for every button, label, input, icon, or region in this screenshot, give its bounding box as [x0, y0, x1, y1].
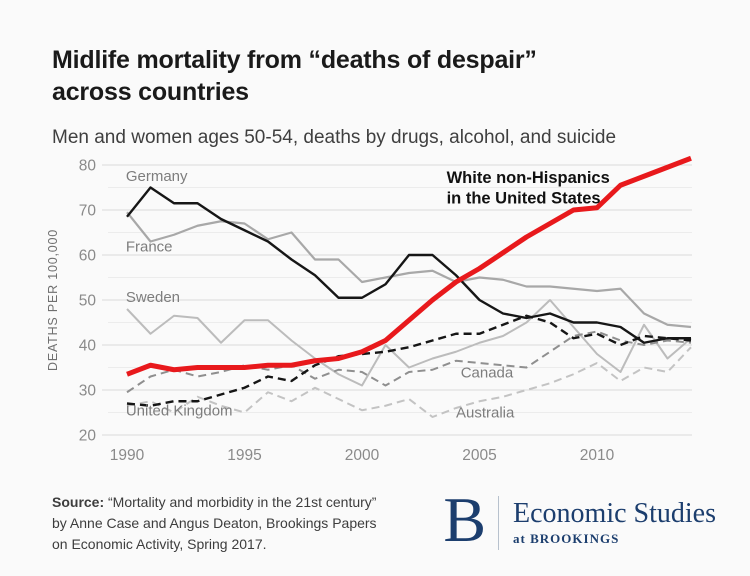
x-tick-2000: 2000	[345, 447, 380, 464]
series-line-germany	[126, 186, 691, 344]
line-chart: 20 30 40 50 60 70 80 1990 1995 2000 2005 2010 DEATHS…	[46, 155, 692, 464]
y-axis-title: DEATHS PER 100,000	[46, 229, 60, 371]
series-label-germany: Germany	[126, 168, 188, 185]
source-line: by Anne Case and Angus Deaton, Brookings…	[52, 515, 377, 531]
chart-title-line2: across countries	[52, 78, 249, 106]
x-tick-2005: 2005	[462, 447, 496, 464]
source-line: “Mortality and morbidity in the 21st cen…	[108, 494, 377, 510]
series-label-australia: Australia	[456, 404, 515, 421]
y-tick-50: 50	[79, 293, 97, 310]
logo-text: Economic Studies at BROOKINGS	[513, 499, 716, 547]
y-tick-40: 40	[79, 338, 97, 355]
series-label-usa-annotation-2: in the United States	[447, 189, 601, 207]
series-label-usa-annotation-1: White non-Hispanics	[447, 169, 610, 187]
logo-at: at	[513, 531, 526, 546]
series-line-sweden	[126, 299, 692, 387]
series-label-france: France	[126, 238, 173, 255]
chart-title: Midlife mortality from “deaths of despai…	[52, 44, 537, 108]
y-tick-30: 30	[79, 383, 97, 400]
x-tick-1995: 1995	[227, 447, 261, 464]
brookings-logo: B Economic Studies at BROOKINGS	[443, 484, 716, 555]
footer: Source: “Mortality and morbidity in the …	[0, 484, 750, 555]
series-line-united-kingdom	[126, 314, 692, 407]
y-tick-20: 20	[79, 428, 97, 445]
brookings-b-monogram: B	[443, 484, 487, 555]
source-note: Source: “Mortality and morbidity in the …	[52, 492, 442, 555]
y-tick-70: 70	[79, 203, 97, 220]
source-label: Source:	[52, 494, 105, 510]
source-line: on Economic Activity, Spring 2017.	[52, 536, 267, 552]
source-text: “Mortality and morbidity in the 21st cen…	[52, 494, 442, 555]
series-line-france	[126, 211, 692, 329]
series-label-sweden: Sweden	[126, 289, 180, 306]
chart-title-line1: Midlife mortality from “deaths of despai…	[52, 46, 537, 74]
x-tick-1990: 1990	[110, 447, 145, 464]
logo-institution: BROOKINGS	[530, 531, 620, 546]
chart-subtitle: Men and women ages 50-54, deaths by drug…	[52, 127, 617, 148]
series-label-canada: Canada	[461, 364, 514, 381]
y-tick-80: 80	[79, 158, 97, 175]
logo-economic-studies: Economic Studies	[513, 498, 716, 529]
logo-divider	[498, 496, 500, 550]
series-line-australia	[126, 346, 692, 418]
series-label-united-kingdom: United Kingdom	[126, 403, 233, 420]
series-line-usa	[126, 155, 692, 377]
logo-at-brookings: at BROOKINGS	[513, 531, 716, 547]
y-tick-60: 60	[79, 248, 97, 265]
series-line-canada	[126, 330, 692, 394]
x-tick-2010: 2010	[580, 447, 615, 464]
